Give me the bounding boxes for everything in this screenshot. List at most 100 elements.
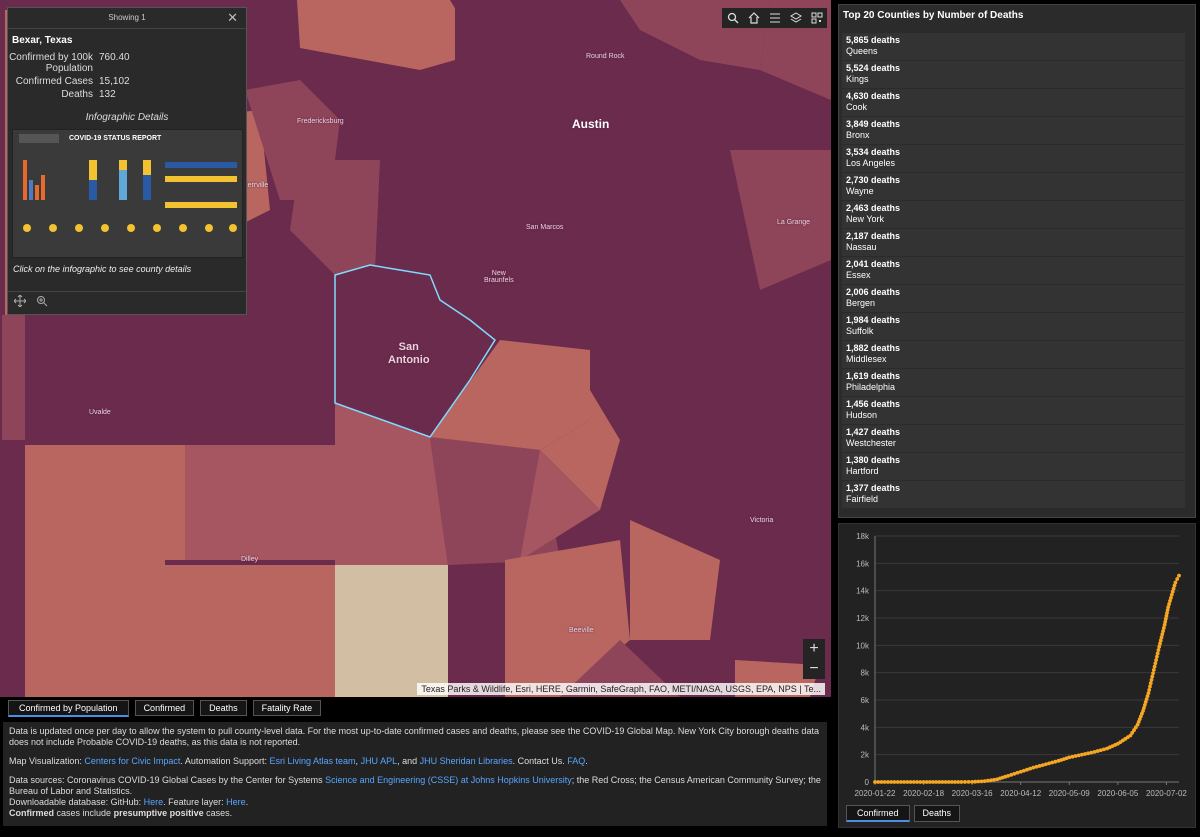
map-toolbar — [722, 8, 827, 28]
list-item[interactable]: 1,427 deaths Westchester — [842, 425, 1185, 453]
list-item-deaths: 5,524 deaths — [846, 63, 901, 73]
infographic-thumbnail[interactable]: COVID-19 STATUS REPORT — [12, 129, 243, 258]
qr-icon[interactable] — [806, 8, 827, 28]
tab-confirmed-by-population[interactable]: Confirmed by Population — [8, 699, 129, 717]
list-item[interactable]: 4,630 deaths Cook — [842, 89, 1185, 117]
data-point — [1018, 769, 1023, 774]
zoom-in-button[interactable]: + — [809, 640, 819, 657]
list-item-county: Hudson — [846, 410, 878, 420]
link-esri-living-atlas[interactable]: Esri Living Atlas team — [269, 756, 356, 766]
list-item-county: Westchester — [846, 438, 896, 448]
close-icon[interactable]: ✕ — [227, 10, 238, 25]
link-github[interactable]: Here — [143, 797, 164, 807]
popup-county-name: Bexar, Texas — [12, 35, 73, 46]
tab-deaths[interactable]: Deaths — [200, 700, 247, 716]
list-item-county: New York — [846, 214, 885, 224]
data-point — [911, 780, 916, 784]
data-point — [1148, 681, 1153, 686]
link-centers-civic-impact[interactable]: Centers for Civic Impact — [84, 756, 181, 766]
data-point — [1170, 589, 1175, 594]
data-point — [1037, 764, 1042, 768]
list-item-deaths: 1,619 deaths — [846, 371, 901, 381]
list-item[interactable]: 3,534 deaths Los Angeles — [842, 145, 1185, 173]
list-item-deaths: 1,984 deaths — [846, 315, 901, 325]
presumptive-bold: presumptive positive — [113, 808, 204, 818]
list-item-deaths: 1,882 deaths — [846, 343, 901, 353]
list-item[interactable]: 5,865 deaths Queens — [842, 33, 1185, 61]
list-item[interactable]: 3,849 deaths Bronx — [842, 117, 1185, 145]
sources-line: Data sources: Coronavirus COVID-19 Globa… — [9, 775, 821, 797]
home-icon[interactable] — [743, 8, 764, 28]
link-jhu-sheridan[interactable]: JHU Sheridan Libraries — [419, 756, 513, 766]
chart-svg: 0 2k 4k 6k 8k 10k 12k 14k 16k 18k 2020-01-22 2020-0… — [855, 532, 1188, 798]
tab-fatality-rate[interactable]: Fatality Rate — [252, 700, 322, 716]
list-item[interactable]: 1,377 deaths Fairfield — [842, 481, 1185, 509]
popup-field-row: Confirmed Cases 15,102 — [8, 76, 246, 87]
map-attribution[interactable]: Texas Parks & Wildlife, Esri, HERE, Garm… — [417, 683, 825, 695]
list-item[interactable]: 1,882 deaths Middlesex — [842, 341, 1185, 369]
list-item[interactable]: 1,984 deaths Suffolk — [842, 313, 1185, 341]
search-icon[interactable] — [722, 8, 743, 28]
link-feature-layer[interactable]: Here — [226, 797, 246, 807]
data-point — [956, 780, 961, 784]
zoom-to-icon[interactable] — [36, 294, 48, 312]
data-point — [1151, 668, 1156, 672]
data-point — [1158, 638, 1163, 643]
move-icon[interactable] — [13, 294, 27, 312]
popup-field-value: 15,102 — [99, 76, 130, 87]
data-point — [1148, 684, 1152, 689]
confirmed-text: cases. — [206, 808, 233, 818]
data-point — [1142, 703, 1147, 707]
x-tick-label: 2020-05-09 — [1049, 789, 1090, 798]
bexar-county-highlight[interactable] — [334, 264, 496, 438]
data-point — [992, 777, 997, 782]
list-item[interactable]: 5,524 deaths Kings — [842, 61, 1185, 89]
data-point — [1161, 626, 1166, 630]
data-point — [882, 780, 887, 784]
list-item[interactable]: 2,463 deaths New York — [842, 201, 1185, 229]
list-item[interactable]: 2,187 deaths Nassau — [842, 229, 1185, 257]
top-counties-list[interactable]: Top 20 Counties by Number of Deaths 5,86… — [838, 4, 1196, 518]
data-point — [1171, 586, 1176, 591]
list-item-county: Wayne — [846, 186, 874, 196]
list-item[interactable]: 2,041 deaths Essex — [842, 257, 1185, 285]
data-point — [1021, 768, 1026, 773]
legend-icon[interactable] — [764, 8, 785, 28]
data-point — [1163, 617, 1168, 621]
data-point — [940, 780, 945, 784]
list-item-county: Essex — [846, 270, 871, 280]
data-point — [1098, 748, 1103, 753]
list-item[interactable]: 2,006 deaths Bergen — [842, 285, 1185, 313]
data-point — [1095, 749, 1100, 753]
map-view[interactable]: Round Rock Fredericksburg Kerrville Aust… — [0, 0, 831, 697]
zoom-control: + − — [803, 639, 825, 679]
county-polygon[interactable] — [297, 0, 455, 70]
link-faq[interactable]: FAQ — [567, 756, 586, 766]
chart-tab-confirmed[interactable]: Confirmed — [846, 805, 910, 822]
data-point — [921, 780, 926, 784]
data-point — [892, 780, 897, 784]
download-line: Downloadable database: GitHub: Here. Fea… — [9, 797, 249, 807]
data-point — [1034, 764, 1039, 769]
list-item[interactable]: 1,380 deaths Hartford — [842, 453, 1185, 481]
sources-text: Data sources: Coronavirus COVID-19 Globa… — [9, 775, 323, 785]
list-item[interactable]: 1,456 deaths Hudson — [842, 397, 1185, 425]
layers-icon[interactable] — [785, 8, 806, 28]
link-jhu-apl[interactable]: JHU APL — [360, 756, 398, 766]
popup-field-label: Confirmed by 100k Population — [9, 52, 93, 74]
tab-confirmed[interactable]: Confirmed — [134, 700, 195, 716]
list-item[interactable]: 1,619 deaths Philadelphia — [842, 369, 1185, 397]
chart-tab-deaths[interactable]: Deaths — [913, 805, 961, 822]
x-tick-label: 2020-04-12 — [1000, 789, 1041, 798]
zoom-out-button[interactable]: − — [809, 660, 819, 677]
list-item-deaths: 4,630 deaths — [846, 91, 901, 101]
list-item-county: Nassau — [846, 242, 877, 252]
data-point — [982, 779, 987, 784]
list-item[interactable]: 2,730 deaths Wayne — [842, 173, 1185, 201]
link-csse-jhu[interactable]: Science and Engineering (CSSE) at Johns … — [325, 775, 572, 785]
data-point — [1142, 706, 1146, 710]
list-item-deaths: 2,730 deaths — [846, 175, 901, 185]
data-point — [1168, 599, 1172, 603]
data-point — [1143, 700, 1148, 704]
popup-field-value: 132 — [99, 89, 116, 100]
